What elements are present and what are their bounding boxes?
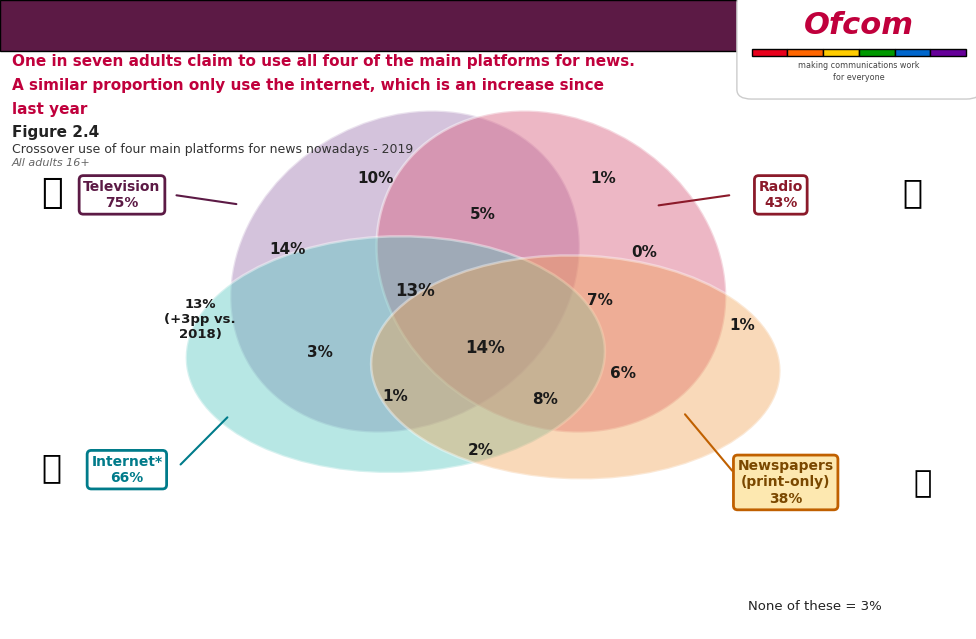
Text: 14%: 14% — [269, 242, 306, 257]
FancyBboxPatch shape — [859, 49, 895, 56]
Text: Figure 2.4: Figure 2.4 — [12, 125, 99, 139]
Text: One in seven adults claim to use all four of the main platforms for news.: One in seven adults claim to use all fou… — [12, 54, 634, 69]
FancyBboxPatch shape — [0, 0, 737, 51]
FancyBboxPatch shape — [788, 49, 823, 56]
Text: last year: last year — [12, 102, 87, 116]
Text: None of these = 3%: None of these = 3% — [748, 601, 882, 613]
FancyBboxPatch shape — [737, 0, 976, 99]
Text: 13%
(+3pp vs.
2018): 13% (+3pp vs. 2018) — [164, 298, 236, 341]
Text: 1%: 1% — [729, 318, 754, 334]
Text: 13%: 13% — [395, 282, 434, 300]
Text: Crossover use of four main platforms for news nowadays - 2019: Crossover use of four main platforms for… — [12, 143, 413, 156]
Text: 📰: 📰 — [914, 469, 931, 498]
Text: Television
75%: Television 75% — [83, 180, 161, 210]
Text: 2%: 2% — [468, 443, 494, 458]
Text: All adults 16+: All adults 16+ — [12, 158, 91, 169]
Text: Radio
43%: Radio 43% — [758, 180, 803, 210]
Text: 3%: 3% — [307, 345, 333, 360]
Text: 🌐: 🌐 — [42, 451, 61, 484]
Text: 1%: 1% — [383, 389, 408, 404]
Text: 5%: 5% — [470, 206, 496, 222]
Text: 14%: 14% — [466, 339, 505, 357]
Text: 1%: 1% — [590, 171, 616, 187]
Text: 6%: 6% — [610, 366, 635, 381]
FancyBboxPatch shape — [930, 49, 966, 56]
Text: making communications work: making communications work — [798, 61, 919, 70]
Text: for everyone: for everyone — [834, 73, 884, 82]
Text: 📻: 📻 — [903, 176, 922, 210]
Text: 📺: 📺 — [41, 176, 62, 210]
Ellipse shape — [230, 111, 580, 433]
Ellipse shape — [371, 256, 781, 479]
FancyBboxPatch shape — [895, 49, 930, 56]
Text: Newspapers
(print-only)
38%: Newspapers (print-only) 38% — [738, 459, 834, 505]
FancyBboxPatch shape — [823, 49, 859, 56]
Ellipse shape — [185, 236, 605, 473]
Text: A similar proportion only use the internet, which is an increase since: A similar proportion only use the intern… — [12, 78, 604, 93]
Text: 8%: 8% — [532, 392, 557, 407]
Text: 0%: 0% — [631, 245, 657, 260]
Text: 10%: 10% — [357, 171, 394, 187]
FancyBboxPatch shape — [752, 49, 788, 56]
Ellipse shape — [377, 111, 726, 433]
Text: 7%: 7% — [588, 293, 613, 308]
Text: Ofcom: Ofcom — [804, 11, 914, 40]
Text: Internet*
66%: Internet* 66% — [92, 454, 162, 485]
